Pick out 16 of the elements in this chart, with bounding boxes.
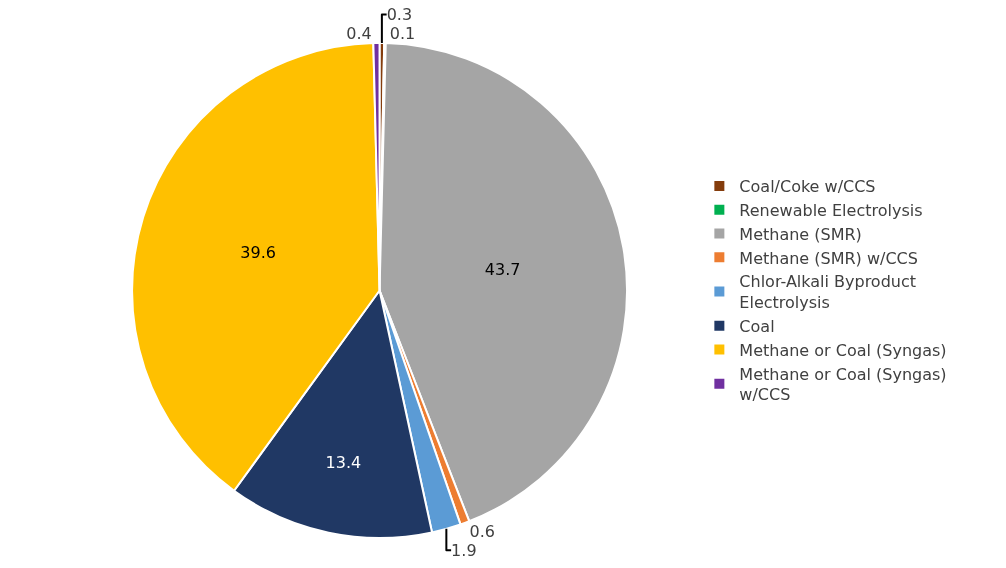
data-label: 0.4 xyxy=(346,24,372,44)
legend-label: Coal xyxy=(739,316,775,336)
legend-label: Chlor-Alkali Byproduct Electrolysis xyxy=(739,272,917,313)
data-label: 0.1 xyxy=(389,24,416,44)
legend-label: Methane or Coal (Syngas) xyxy=(739,340,947,360)
data-label: 39.6 xyxy=(240,243,276,263)
data-label: 43.7 xyxy=(484,259,521,279)
legend-label: Methane or Coal (Syngas) w/CCS xyxy=(739,364,947,405)
data-label: 0.6 xyxy=(469,521,496,541)
legend-label: Renewable Electrolysis xyxy=(739,200,923,220)
data-label: 13.4 xyxy=(325,452,362,472)
data-label: 0.3 xyxy=(386,5,413,25)
legend-label: Methane (SMR) w/CCS xyxy=(739,248,918,268)
legend-label: Coal/Coke w/CCS xyxy=(739,177,876,197)
data-label: 1.9 xyxy=(451,540,477,560)
legend-label: Methane (SMR) xyxy=(739,224,862,244)
